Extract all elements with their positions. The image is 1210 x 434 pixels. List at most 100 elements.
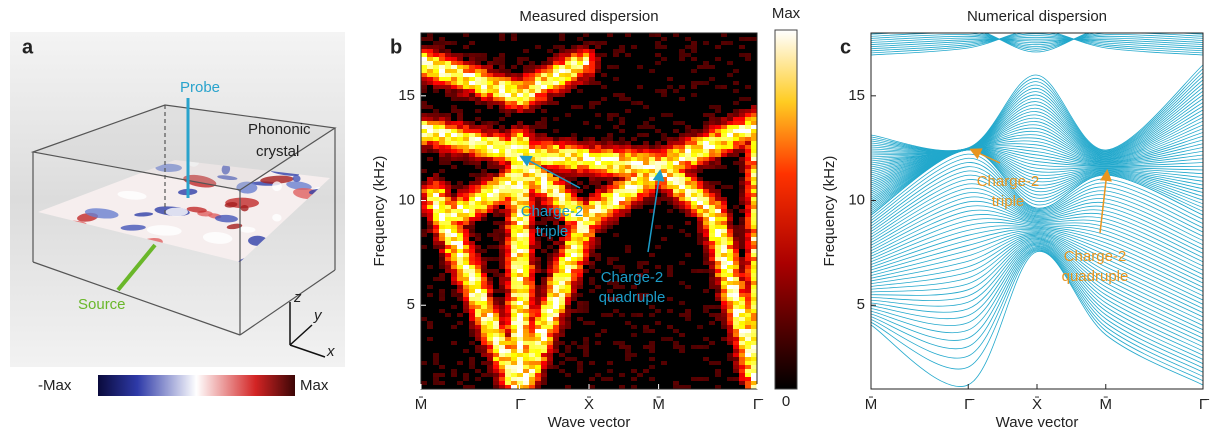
heat-cell [481, 89, 487, 93]
heat-cell [739, 349, 745, 353]
heat-cell [685, 213, 691, 217]
heat-cell [493, 373, 499, 377]
heat-cell [613, 181, 619, 185]
heat-cell [469, 225, 475, 229]
heat-cell [745, 241, 751, 245]
wave-blob [58, 0, 85, 13]
heat-cell [511, 361, 517, 365]
heat-cell [583, 337, 589, 341]
heat-cell [445, 153, 451, 157]
heat-cell [529, 273, 535, 277]
heat-cell [559, 293, 565, 297]
heat-cell [463, 237, 469, 241]
heat-cell [451, 201, 457, 205]
heat-cell [577, 273, 583, 277]
heat-cell [589, 237, 595, 241]
heat-cell [421, 85, 427, 89]
heat-cell [475, 81, 481, 85]
heat-cell [625, 173, 631, 177]
heat-cell [505, 197, 511, 201]
heat-cell [529, 61, 535, 65]
heat-cell [721, 237, 727, 241]
heat-cell [745, 325, 751, 329]
heat-cell [505, 189, 511, 193]
heat-cell [469, 161, 475, 165]
heat-cell [709, 121, 715, 125]
heat-cell [481, 53, 487, 57]
heat-cell [475, 277, 481, 281]
heat-cell [577, 253, 583, 257]
heat-cell [523, 385, 529, 389]
heat-cell [427, 33, 433, 37]
heat-cell [493, 357, 499, 361]
heat-cell [559, 77, 565, 81]
heat-cell [499, 317, 505, 321]
heat-cell [451, 209, 457, 213]
heat-cell [547, 333, 553, 337]
heat-cell [517, 85, 523, 89]
heat-cell [547, 153, 553, 157]
heat-cell [457, 257, 463, 261]
heat-cell [637, 161, 643, 165]
heat-cell [601, 229, 607, 233]
heat-cell [421, 57, 427, 61]
heat-cell [481, 325, 487, 329]
heat-cell [727, 277, 733, 281]
heat-cell [667, 269, 673, 273]
heat-cell [649, 313, 655, 317]
heat-cell [499, 133, 505, 137]
heat-cell [703, 41, 709, 45]
heat-cell [493, 153, 499, 157]
heat-cell [481, 317, 487, 321]
heat-cell [487, 137, 493, 141]
heat-cell [517, 229, 523, 233]
heat-cell [745, 97, 751, 101]
heat-cell [451, 73, 457, 77]
heat-cell [505, 145, 511, 149]
heat-cell [583, 45, 589, 49]
heat-cell [439, 141, 445, 145]
heat-cell [715, 229, 721, 233]
heat-cell [685, 45, 691, 49]
heat-cell [577, 61, 583, 65]
heat-cell [505, 373, 511, 377]
heat-cell [457, 65, 463, 69]
heat-cell [463, 273, 469, 277]
heat-cell [649, 345, 655, 349]
heat-cell [499, 241, 505, 245]
heat-cell [451, 121, 457, 125]
heat-cell [745, 285, 751, 289]
heat-cell [727, 281, 733, 285]
heat-cell [505, 245, 511, 249]
heat-cell [535, 181, 541, 185]
heat-cell [439, 41, 445, 45]
heat-cell [553, 293, 559, 297]
heat-cell [475, 137, 481, 141]
heat-cell [679, 197, 685, 201]
heat-cell [505, 285, 511, 289]
heat-cell [667, 325, 673, 329]
heat-cell [721, 209, 727, 213]
heat-cell [481, 197, 487, 201]
heat-cell [451, 289, 457, 293]
heat-cell [739, 365, 745, 369]
heat-cell [637, 173, 643, 177]
heat-cell [427, 129, 433, 133]
heat-cell [559, 33, 565, 37]
heat-cell [631, 145, 637, 149]
heat-cell [745, 301, 751, 305]
heat-cell [595, 229, 601, 233]
heat-cell [421, 37, 427, 41]
heat-cell [751, 233, 757, 237]
heat-cell [709, 181, 715, 185]
heat-cell [475, 317, 481, 321]
heat-cell [661, 197, 667, 201]
heat-cell [505, 341, 511, 345]
heat-cell [619, 341, 625, 345]
heat-cell [571, 141, 577, 145]
heat-cell [421, 129, 427, 133]
heat-cell [547, 77, 553, 81]
heat-cell [601, 161, 607, 165]
heat-cell [679, 301, 685, 305]
heat-cell [571, 273, 577, 277]
